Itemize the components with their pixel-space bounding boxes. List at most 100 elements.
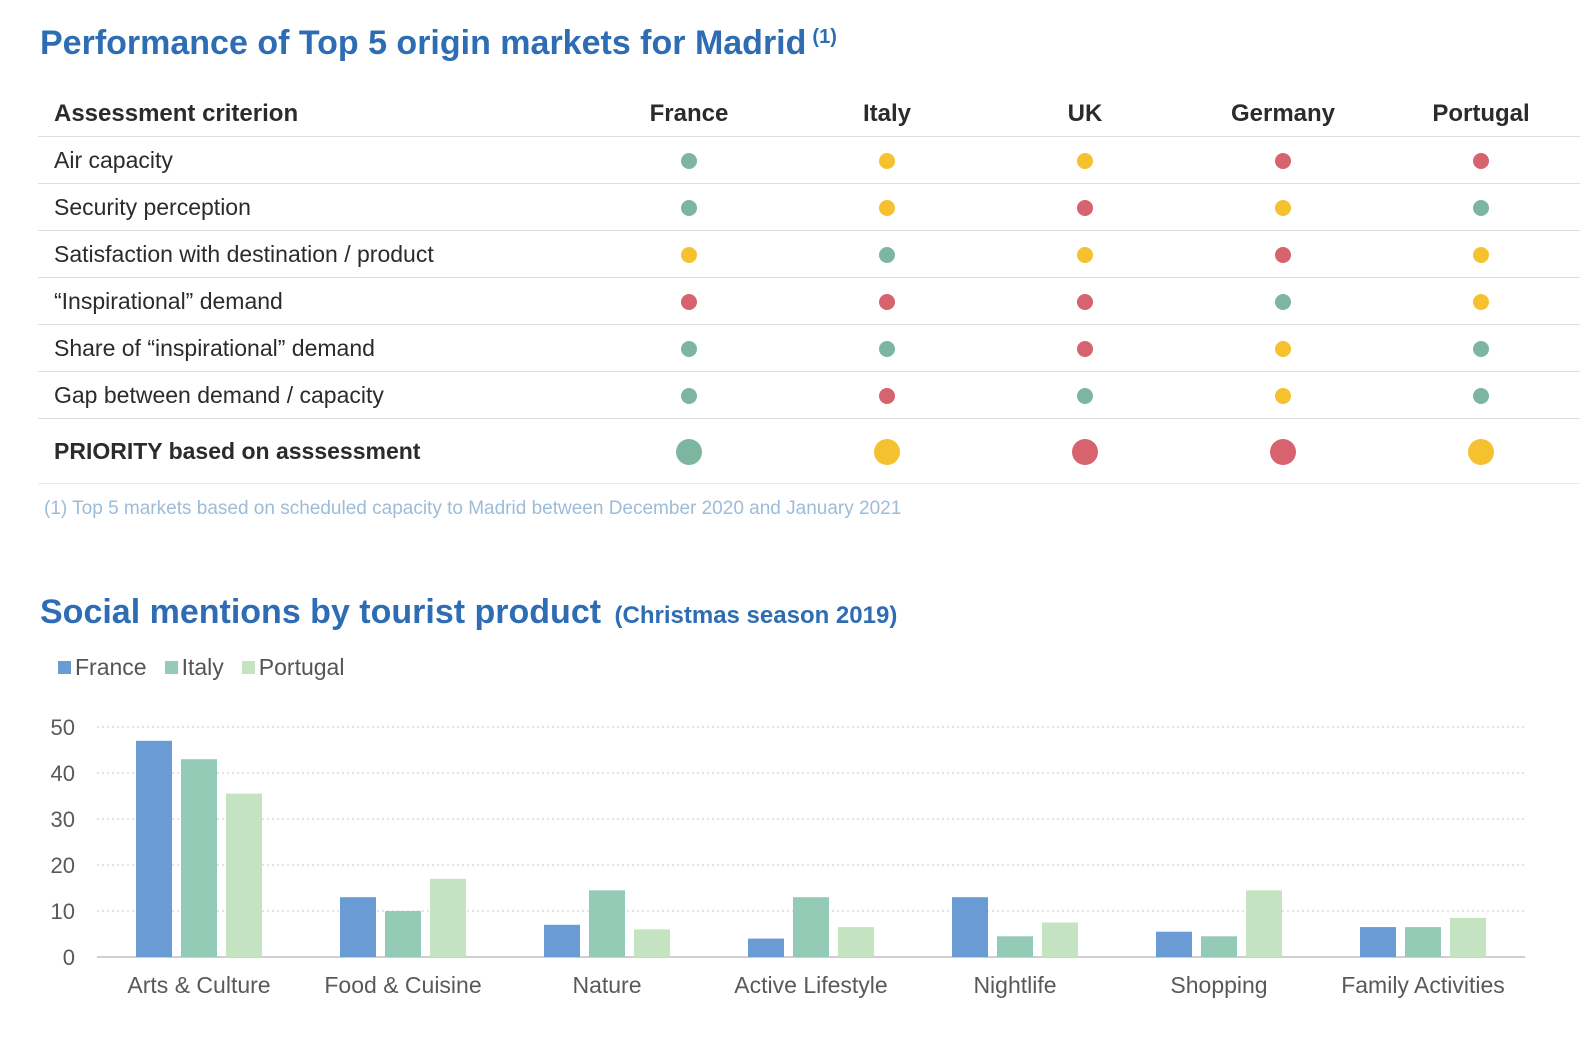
rating-yellow-dot — [1473, 294, 1489, 311]
rating-red-dot — [1077, 341, 1093, 358]
rating-yellow-dot — [1077, 153, 1093, 170]
assessment-table: Assessment criterion France Italy UK Ger… — [38, 92, 1580, 484]
criterion-label: Security perception — [38, 183, 590, 231]
rating-green-dot — [1077, 388, 1093, 405]
rating-cell — [986, 324, 1184, 372]
rating-cell — [788, 418, 986, 484]
rating-cell — [590, 136, 788, 184]
y-tick-label: 0 — [63, 945, 75, 970]
table-header-row: Assessment criterion France Italy UK Ger… — [38, 92, 1580, 137]
rating-cell — [788, 324, 986, 372]
rating-cell — [788, 277, 986, 325]
x-category-label: Arts & Culture — [127, 972, 270, 998]
criterion-row: “Inspirational” demand — [38, 277, 1580, 325]
legend-label: Portugal — [258, 654, 345, 680]
rating-yellow-dot — [874, 438, 900, 465]
title-footnote-mark: (1) — [812, 26, 837, 48]
legend-swatch — [58, 661, 71, 674]
bar-italy — [1405, 927, 1441, 957]
chart-subtitle: (Christmas season 2019) — [614, 602, 898, 629]
criterion-header: Assessment criterion — [38, 92, 590, 137]
criterion-label: Gap between demand / capacity — [38, 371, 590, 419]
rating-red-dot — [1473, 153, 1489, 170]
rating-cell — [986, 136, 1184, 184]
market-header: Portugal — [1382, 92, 1580, 137]
priority-row: PRIORITY based on asssessment — [38, 418, 1580, 484]
rating-cell — [1382, 183, 1580, 231]
chart-title-text: Social mentions by tourist product — [40, 593, 602, 631]
bar-italy — [1201, 936, 1237, 957]
bar-portugal — [838, 927, 874, 957]
market-header: UK — [986, 92, 1184, 137]
rating-red-dot — [1072, 438, 1098, 465]
bar-italy — [385, 911, 421, 957]
rating-cell — [1184, 183, 1382, 231]
criterion-label: Air capacity — [38, 136, 590, 184]
criterion-label: Share of “inspirational” demand — [38, 324, 590, 372]
bar-france — [340, 897, 376, 957]
rating-green-dot — [1473, 388, 1489, 405]
rating-cell — [1184, 324, 1382, 372]
legend-item: Italy — [164, 654, 224, 681]
bar-france — [136, 740, 172, 957]
rating-cell — [788, 183, 986, 231]
x-category-label: Shopping — [1170, 972, 1267, 998]
rating-green-dot — [676, 438, 702, 465]
rating-cell — [1184, 136, 1382, 184]
rating-cell — [590, 324, 788, 372]
market-header: Italy — [788, 92, 986, 137]
rating-cell — [590, 183, 788, 231]
assessment-body: Air capacity Security perception Satisfact… — [38, 136, 1580, 484]
table-title: Performance of Top 5 origin markets for … — [40, 24, 837, 63]
rating-yellow-dot — [1077, 247, 1093, 264]
rating-cell — [1184, 371, 1382, 419]
rating-green-dot — [1473, 341, 1489, 358]
rating-yellow-dot — [879, 153, 895, 170]
rating-green-dot — [681, 388, 697, 405]
rating-green-dot — [681, 341, 697, 358]
rating-cell — [1382, 324, 1580, 372]
rating-cell — [1382, 371, 1580, 419]
rating-green-dot — [681, 153, 697, 170]
rating-cell — [590, 418, 788, 484]
criterion-row: Satisfaction with destination / product — [38, 230, 1580, 278]
bar-italy — [793, 897, 829, 957]
y-tick-label: 50 — [51, 715, 75, 740]
rating-cell — [1382, 418, 1580, 484]
bar-france — [1360, 927, 1396, 957]
legend-label: France — [75, 654, 147, 680]
market-header: Germany — [1184, 92, 1382, 137]
y-tick-label: 10 — [51, 899, 75, 924]
rating-cell — [590, 230, 788, 278]
rating-cell — [590, 371, 788, 419]
rating-cell — [986, 277, 1184, 325]
rating-cell — [788, 230, 986, 278]
rating-yellow-dot — [681, 247, 697, 264]
rating-red-dot — [1077, 294, 1093, 311]
rating-green-dot — [1473, 200, 1489, 217]
rating-cell — [1382, 277, 1580, 325]
criterion-label: “Inspirational” demand — [38, 277, 590, 325]
rating-red-dot — [1077, 200, 1093, 217]
rating-cell — [986, 183, 1184, 231]
rating-cell — [1382, 136, 1580, 184]
chart-title: Social mentions by tourist product (Chri… — [40, 593, 897, 632]
rating-yellow-dot — [1275, 200, 1291, 217]
rating-green-dot — [879, 247, 895, 264]
bar-france — [1156, 931, 1192, 957]
bar-france — [748, 938, 784, 957]
legend-item: Portugal — [241, 654, 345, 681]
y-tick-label: 40 — [51, 761, 75, 786]
x-category-label: Nightlife — [973, 972, 1056, 998]
criterion-row: Gap between demand / capacity — [38, 371, 1580, 419]
rating-red-dot — [879, 388, 895, 405]
rating-red-dot — [1275, 247, 1291, 264]
bar-chart: 0 10 20 30 40 50 Arts & Culture Food & Cuisine N… — [51, 715, 1525, 998]
chart-legend: France Italy Portugal — [58, 654, 344, 681]
bar-portugal — [430, 878, 466, 957]
bar-portugal — [226, 793, 262, 957]
rating-cell — [986, 230, 1184, 278]
rating-cell — [1184, 418, 1382, 484]
rating-red-dot — [1275, 153, 1291, 170]
x-category-label: Family Activities — [1341, 972, 1505, 998]
